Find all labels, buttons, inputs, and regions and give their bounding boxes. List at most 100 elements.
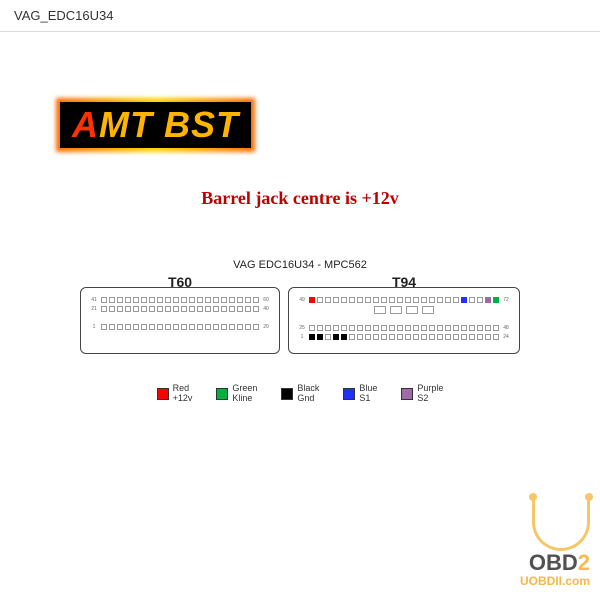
pin — [477, 334, 483, 340]
pin-number: 49 — [297, 297, 307, 303]
pin — [245, 306, 251, 312]
pin — [413, 334, 419, 340]
pin — [397, 325, 403, 331]
watermark-brand-b: 2 — [578, 550, 590, 575]
pin — [389, 334, 395, 340]
pin — [389, 297, 395, 303]
legend-item: BlueS1 — [343, 384, 377, 404]
pin — [485, 334, 491, 340]
pin — [101, 297, 107, 303]
pin — [125, 306, 131, 312]
pin — [205, 324, 211, 330]
pin — [333, 297, 339, 303]
legend-label: BlueS1 — [359, 384, 377, 404]
pin — [349, 334, 355, 340]
pin — [229, 297, 235, 303]
pin — [221, 306, 227, 312]
pin — [437, 297, 443, 303]
pin — [221, 297, 227, 303]
pin — [157, 306, 163, 312]
pin — [373, 297, 379, 303]
pin — [109, 324, 115, 330]
connector-diagram: T60 41602140120 T94 49722548124 — [0, 287, 600, 354]
pin — [341, 325, 347, 331]
pin — [101, 306, 107, 312]
pin — [461, 297, 467, 303]
pin — [405, 297, 411, 303]
pin — [341, 297, 347, 303]
pin-number: 60 — [261, 297, 271, 303]
pin — [317, 325, 323, 331]
pin-number: 1 — [297, 334, 307, 340]
pin — [197, 306, 203, 312]
pin — [333, 325, 339, 331]
pin — [109, 297, 115, 303]
pin — [349, 297, 355, 303]
pin — [333, 334, 339, 340]
pin — [197, 324, 203, 330]
pin — [349, 325, 355, 331]
pin — [493, 334, 499, 340]
connector-t94: T94 49722548124 — [288, 287, 520, 354]
legend-label: Red+12v — [173, 384, 193, 404]
pin — [413, 297, 419, 303]
watermark-icon — [532, 507, 590, 551]
pin — [357, 297, 363, 303]
pin — [173, 306, 179, 312]
pin — [317, 297, 323, 303]
diagram-title: VAG EDC16U34 - MPC562 — [0, 259, 600, 271]
pin — [437, 334, 443, 340]
pin — [213, 306, 219, 312]
pin-number: 21 — [89, 306, 99, 312]
pin — [317, 334, 323, 340]
pin — [309, 297, 315, 303]
watermark: OBD2 UOBDII.com — [520, 507, 590, 588]
pin — [181, 306, 187, 312]
legend-label: BlackGnd — [297, 384, 319, 404]
pin — [189, 297, 195, 303]
logo-first-letter: A — [72, 104, 99, 145]
pin — [413, 325, 419, 331]
connector-label-right: T94 — [392, 274, 416, 290]
pin — [117, 306, 123, 312]
pin — [421, 297, 427, 303]
pin — [461, 325, 467, 331]
pin-number: 48 — [501, 325, 511, 331]
pin — [237, 297, 243, 303]
pin — [365, 297, 371, 303]
legend-item: PurpleS2 — [401, 384, 443, 404]
pin-number: 24 — [501, 334, 511, 340]
pin-row: 4160 — [89, 297, 271, 303]
pin-number: 25 — [297, 325, 307, 331]
pin — [117, 297, 123, 303]
pin — [325, 325, 331, 331]
pin — [374, 306, 386, 314]
pin — [189, 306, 195, 312]
pin — [213, 297, 219, 303]
pin — [125, 297, 131, 303]
pin — [117, 324, 123, 330]
pin-row: 120 — [89, 324, 271, 330]
pin — [141, 306, 147, 312]
pin — [477, 325, 483, 331]
pin — [133, 306, 139, 312]
pin — [165, 297, 171, 303]
pin — [365, 334, 371, 340]
pin-mid-row — [297, 306, 511, 314]
pin — [453, 297, 459, 303]
pin — [125, 324, 131, 330]
pin — [405, 325, 411, 331]
pin — [381, 334, 387, 340]
pin — [253, 306, 259, 312]
legend: Red+12vGreenKlineBlackGndBlueS1PurpleS2 — [0, 384, 600, 404]
pin — [325, 297, 331, 303]
pin — [173, 324, 179, 330]
pin — [381, 325, 387, 331]
pin — [213, 324, 219, 330]
legend-swatch — [216, 388, 228, 400]
pin — [357, 334, 363, 340]
pin — [205, 306, 211, 312]
pin-row: 4972 — [297, 297, 511, 303]
pin-row: 2140 — [89, 306, 271, 312]
pin — [165, 306, 171, 312]
